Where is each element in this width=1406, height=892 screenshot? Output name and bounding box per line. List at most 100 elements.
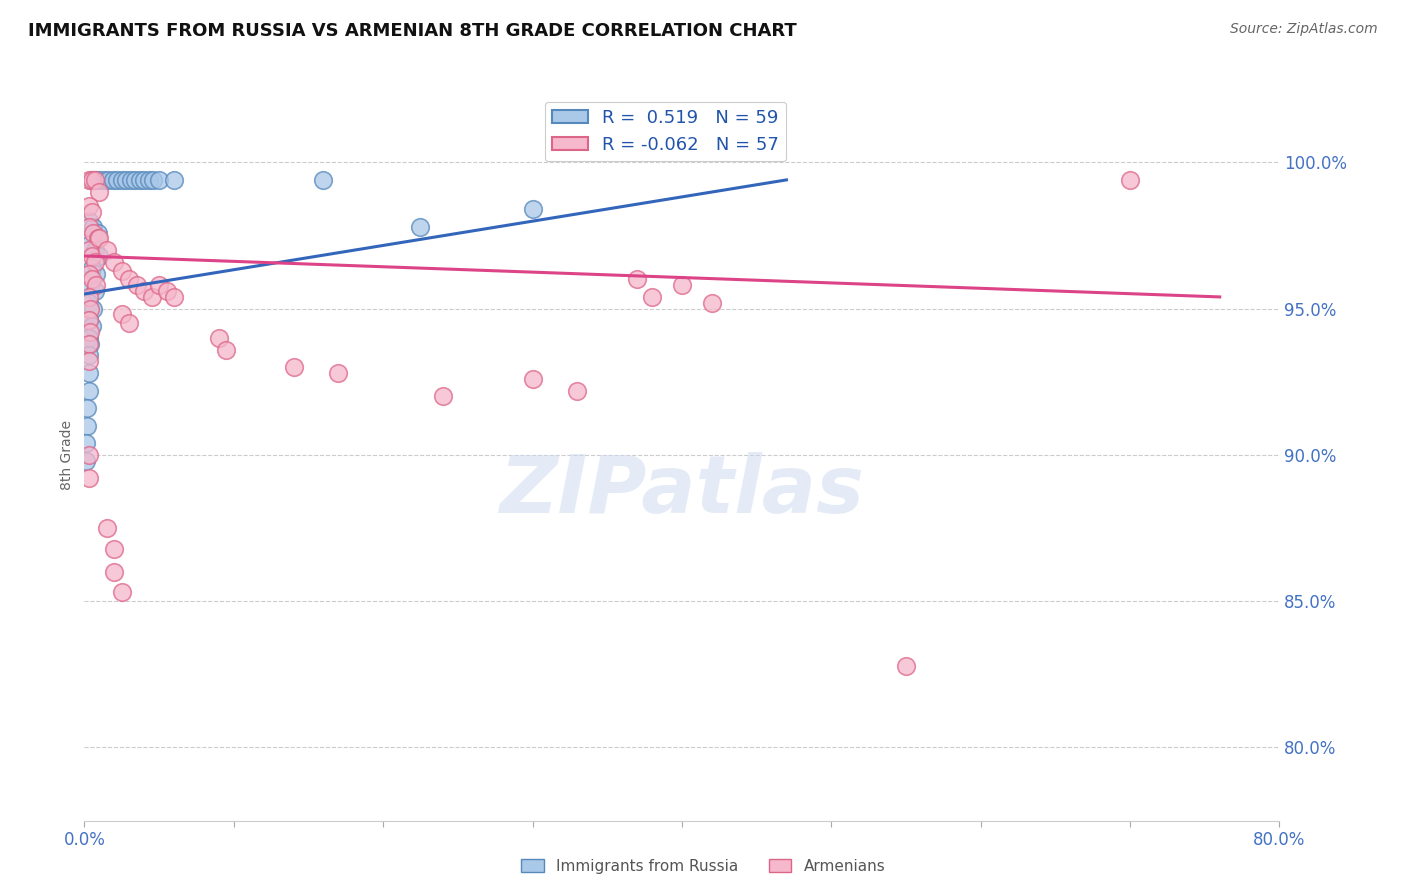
Point <box>77 199 100 213</box>
Point <box>77 448 100 462</box>
Point <box>77 295 100 310</box>
Point <box>83 173 105 187</box>
Point <box>75 454 97 468</box>
Point <box>141 290 163 304</box>
Point <box>77 336 100 351</box>
Point <box>894 658 917 673</box>
Point <box>86 173 108 187</box>
Point <box>163 290 186 304</box>
Point <box>77 313 100 327</box>
Point <box>700 295 723 310</box>
Point <box>79 336 101 351</box>
Point <box>125 278 148 293</box>
Point <box>87 231 110 245</box>
Point <box>75 436 97 450</box>
Point <box>77 313 100 327</box>
Point <box>89 173 111 187</box>
Point <box>111 585 134 599</box>
Legend: Immigrants from Russia, Armenians: Immigrants from Russia, Armenians <box>515 853 891 880</box>
Point <box>567 384 589 398</box>
Point <box>103 565 125 579</box>
Point <box>328 366 350 380</box>
Text: IMMIGRANTS FROM RUSSIA VS ARMENIAN 8TH GRADE CORRELATION CHART: IMMIGRANTS FROM RUSSIA VS ARMENIAN 8TH G… <box>28 22 797 40</box>
Point <box>111 308 134 322</box>
Point <box>671 278 693 293</box>
Point <box>118 316 141 330</box>
Point <box>77 348 100 362</box>
Point <box>96 521 118 535</box>
Point <box>86 267 108 281</box>
Point <box>77 243 100 257</box>
Point <box>124 173 146 187</box>
Point <box>86 278 108 293</box>
Point <box>80 272 103 286</box>
Point <box>312 173 335 187</box>
Point <box>155 284 177 298</box>
Point <box>128 173 150 187</box>
Point <box>77 384 100 398</box>
Point <box>148 173 170 187</box>
Point <box>77 214 100 228</box>
Point <box>79 325 101 339</box>
Point <box>132 173 156 187</box>
Point <box>432 389 454 403</box>
Point <box>77 290 100 304</box>
Point <box>215 343 238 357</box>
Point <box>76 401 98 416</box>
Point <box>132 284 156 298</box>
Point <box>79 278 101 293</box>
Point <box>626 272 648 286</box>
Point <box>93 173 115 187</box>
Point <box>118 272 141 286</box>
Point <box>82 219 104 234</box>
Point <box>103 255 125 269</box>
Point <box>87 226 110 240</box>
Point <box>76 418 98 433</box>
Y-axis label: 8th Grade: 8th Grade <box>60 420 75 490</box>
Point <box>82 226 104 240</box>
Point <box>142 173 165 187</box>
Point <box>80 173 103 187</box>
Point <box>97 173 120 187</box>
Point <box>77 267 100 281</box>
Point <box>409 219 432 234</box>
Point <box>89 231 111 245</box>
Point <box>208 331 231 345</box>
Point <box>79 301 101 316</box>
Point <box>522 202 544 216</box>
Point <box>83 255 105 269</box>
Point <box>138 173 160 187</box>
Point <box>80 205 103 219</box>
Point <box>103 541 125 556</box>
Point <box>83 284 105 298</box>
Point <box>111 263 134 277</box>
Point <box>89 185 111 199</box>
Legend: R =  0.519   N = 59, R = -0.062   N = 57: R = 0.519 N = 59, R = -0.062 N = 57 <box>544 102 786 161</box>
Point <box>77 331 100 345</box>
Point <box>522 372 544 386</box>
Point <box>80 173 103 187</box>
Point <box>1119 173 1142 187</box>
Point <box>283 360 305 375</box>
Point <box>148 278 170 293</box>
Text: ZIPatlas: ZIPatlas <box>499 452 865 531</box>
Point <box>82 301 104 316</box>
Point <box>80 319 103 334</box>
Point <box>77 366 100 380</box>
Point <box>641 290 664 304</box>
Point <box>77 471 100 485</box>
Point <box>80 260 103 275</box>
Point <box>89 249 111 263</box>
Point <box>101 173 124 187</box>
Point <box>80 249 103 263</box>
Point <box>105 173 128 187</box>
Text: Source: ZipAtlas.com: Source: ZipAtlas.com <box>1230 22 1378 37</box>
Point <box>77 219 100 234</box>
Point <box>96 243 118 257</box>
Point <box>77 173 100 187</box>
Point <box>115 173 138 187</box>
Point <box>83 243 105 257</box>
Point <box>111 173 134 187</box>
Point <box>163 173 186 187</box>
Point <box>77 354 100 368</box>
